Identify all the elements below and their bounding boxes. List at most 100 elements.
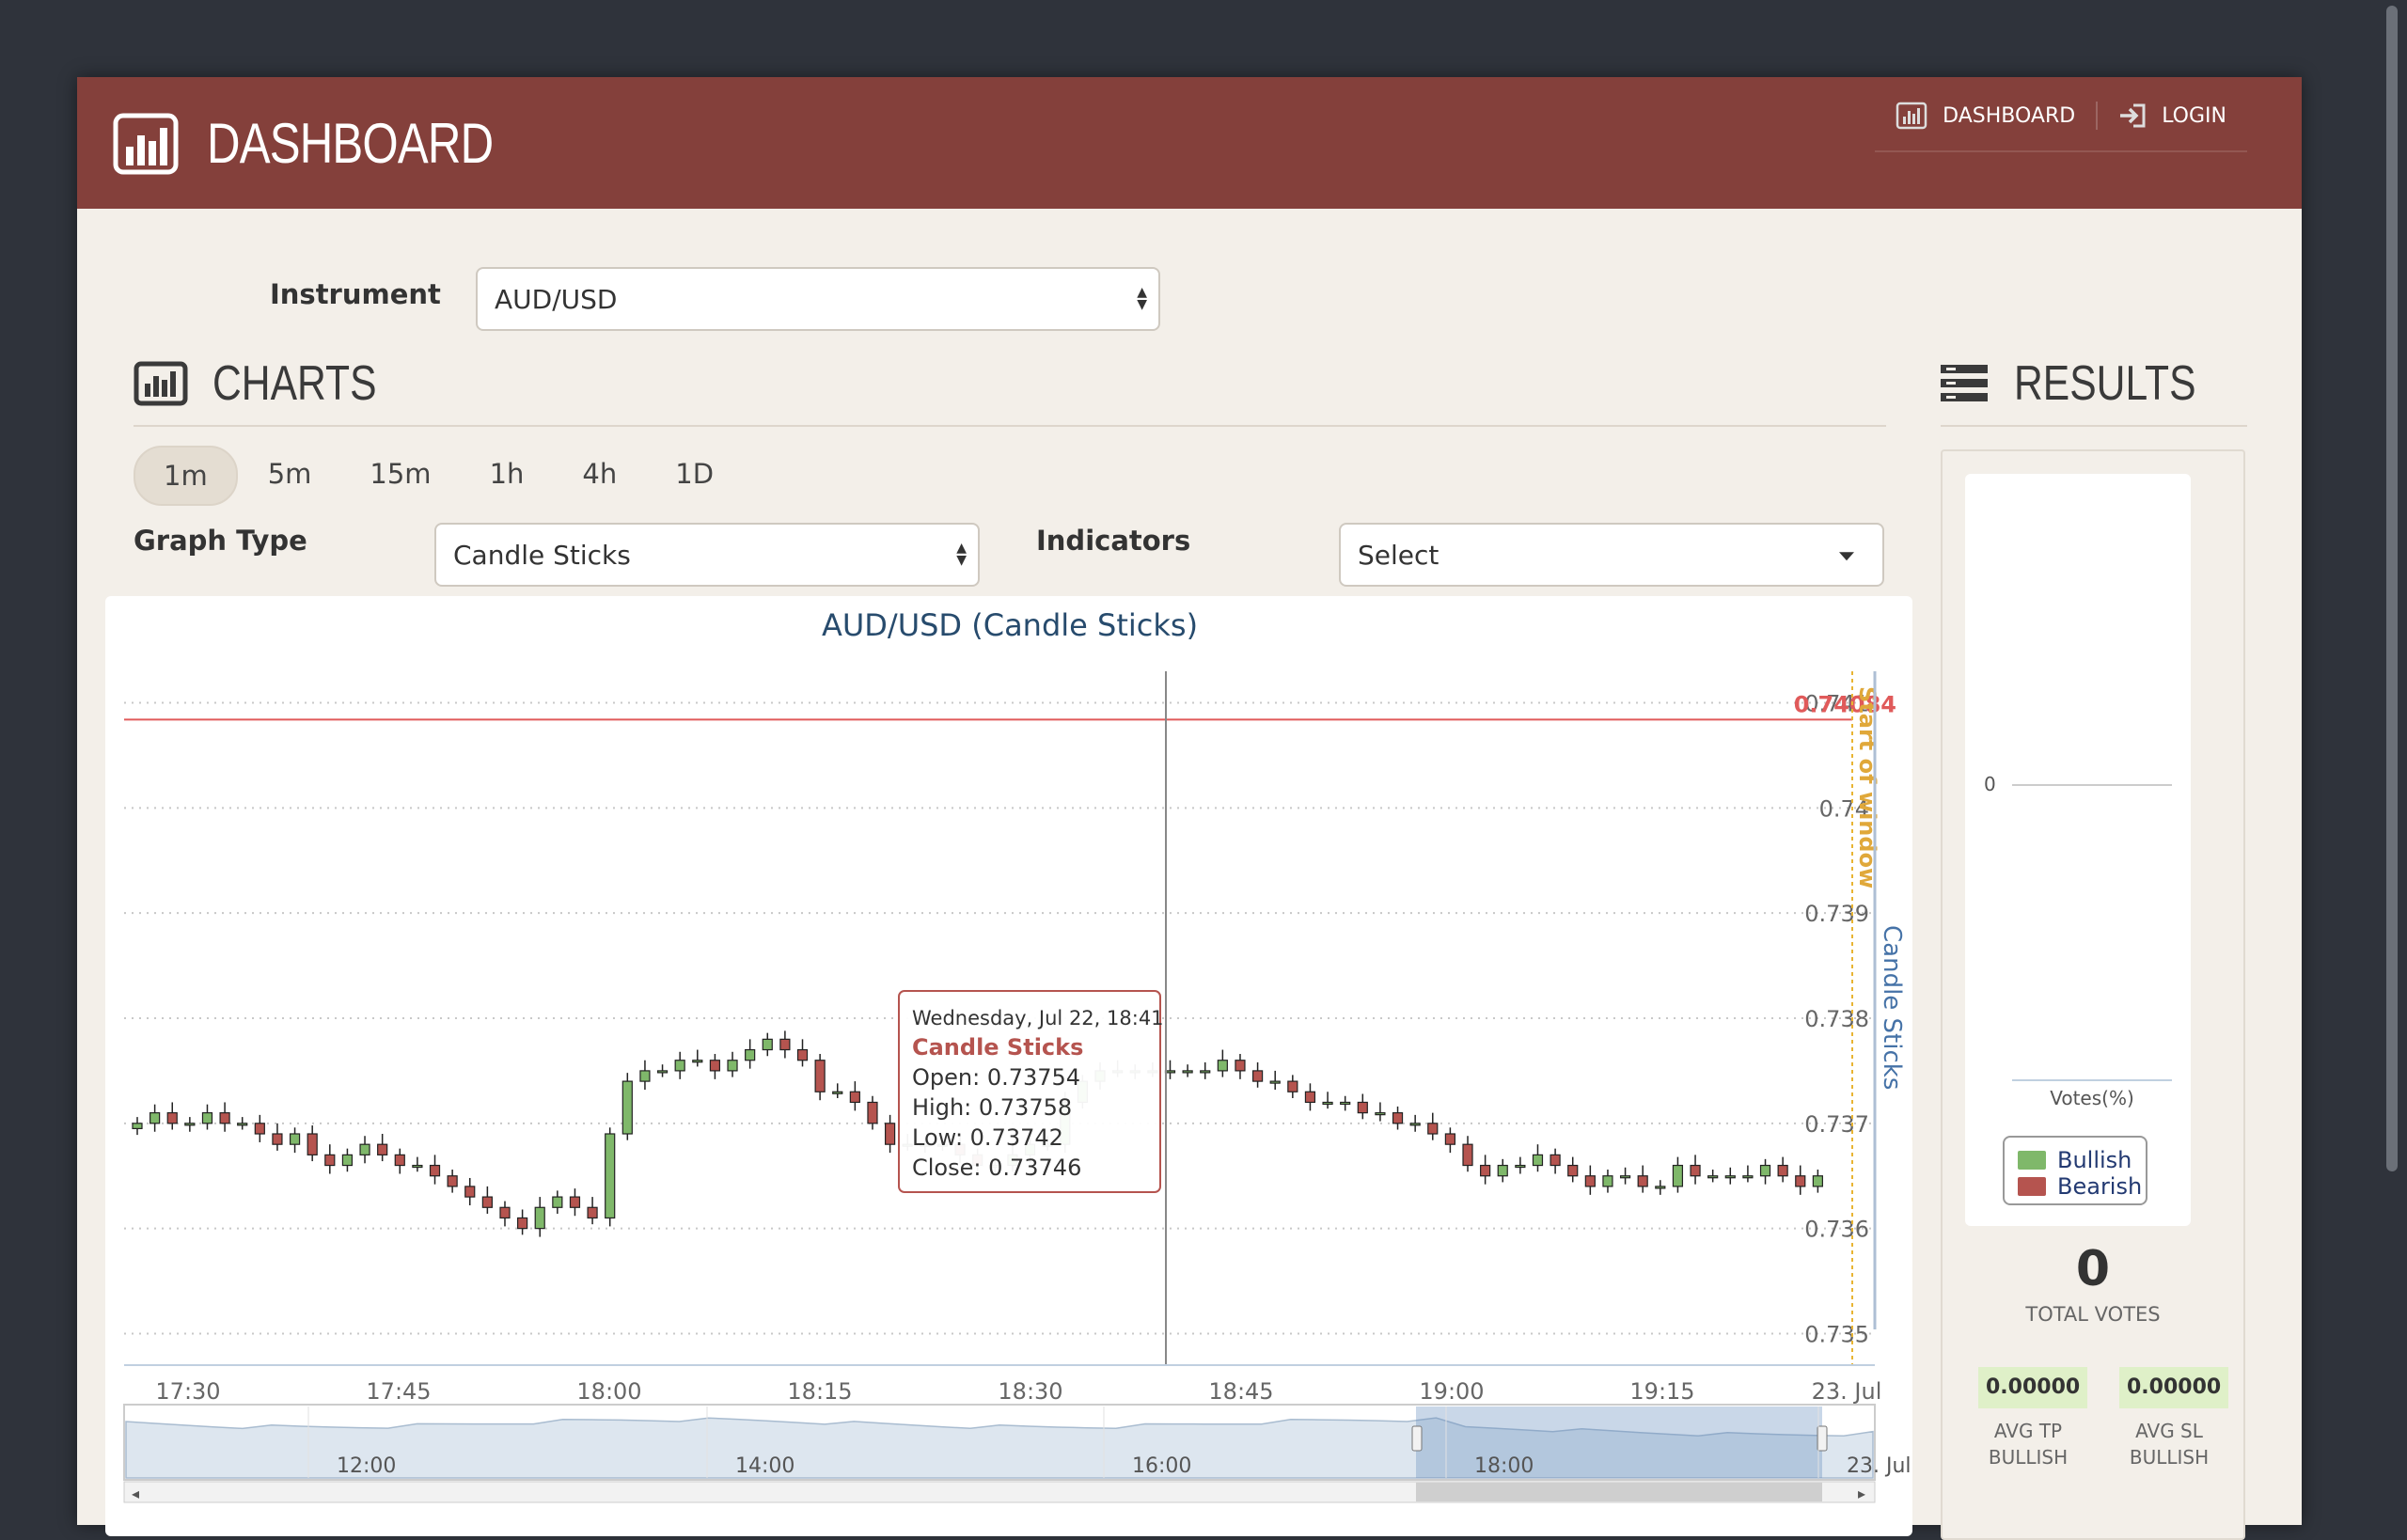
- candle[interactable]: [867, 1101, 878, 1124]
- nav-dashboard[interactable]: DASHBOARD: [1875, 102, 2096, 130]
- legend-item-bearish[interactable]: Bearish: [2018, 1173, 2146, 1200]
- tab-timeframe-15m[interactable]: 15m: [370, 458, 432, 490]
- candle[interactable]: [656, 1070, 669, 1074]
- candle[interactable]: [307, 1133, 318, 1155]
- candle[interactable]: [1619, 1175, 1631, 1179]
- candle[interactable]: [727, 1060, 738, 1072]
- candle[interactable]: [639, 1070, 651, 1082]
- candle[interactable]: [1812, 1175, 1823, 1187]
- candle[interactable]: [1515, 1164, 1526, 1169]
- candle[interactable]: [1497, 1164, 1508, 1177]
- candle[interactable]: [377, 1143, 388, 1155]
- candle[interactable]: [1567, 1164, 1579, 1177]
- candle[interactable]: [884, 1123, 896, 1145]
- candle[interactable]: [762, 1038, 773, 1051]
- candle[interactable]: [219, 1112, 230, 1124]
- nav-login[interactable]: LOGIN: [2098, 102, 2247, 129]
- candle[interactable]: [254, 1123, 265, 1135]
- candle[interactable]: [1235, 1060, 1246, 1072]
- candle[interactable]: [1584, 1175, 1596, 1187]
- candle[interactable]: [1532, 1154, 1544, 1167]
- candle[interactable]: [481, 1196, 493, 1208]
- candle[interactable]: [1777, 1164, 1788, 1177]
- candle[interactable]: [1200, 1070, 1211, 1074]
- candle[interactable]: [779, 1038, 791, 1051]
- brand[interactable]: DASHBOARD: [113, 111, 556, 176]
- tab-timeframe-5m[interactable]: 5m: [267, 458, 312, 490]
- candle[interactable]: [1304, 1091, 1316, 1104]
- navigator-right-handle[interactable]: [1817, 1425, 1828, 1452]
- candle[interactable]: [517, 1217, 528, 1230]
- candle[interactable]: [1269, 1080, 1281, 1084]
- page-scrollbar-thumb[interactable]: [2386, 6, 2398, 1171]
- candle[interactable]: [814, 1060, 826, 1092]
- candle[interactable]: [1392, 1112, 1404, 1124]
- candle[interactable]: [621, 1080, 633, 1135]
- candle[interactable]: [552, 1196, 563, 1208]
- candle[interactable]: [1707, 1175, 1719, 1179]
- tab-timeframe-4h[interactable]: 4h: [582, 458, 618, 490]
- candle[interactable]: [464, 1186, 476, 1198]
- navigator-scrollbar-thumb[interactable]: [1416, 1483, 1822, 1501]
- candle[interactable]: [587, 1206, 598, 1219]
- candle[interactable]: [709, 1060, 721, 1072]
- candle[interactable]: [1637, 1175, 1648, 1187]
- navigator[interactable]: 12:00 14:00 16:00 18:00 23. Jul ◂ ▸: [123, 1404, 1911, 1503]
- candle[interactable]: [1444, 1133, 1455, 1145]
- candle[interactable]: [429, 1164, 441, 1177]
- candle[interactable]: [1602, 1175, 1613, 1187]
- candle[interactable]: [849, 1091, 860, 1104]
- candle[interactable]: [394, 1154, 405, 1167]
- candle[interactable]: [1655, 1186, 1666, 1189]
- candle[interactable]: [412, 1164, 423, 1169]
- candle[interactable]: [447, 1175, 458, 1187]
- tab-timeframe-1m[interactable]: 1m: [134, 446, 238, 506]
- candle[interactable]: [1759, 1164, 1771, 1177]
- candle[interactable]: [569, 1196, 581, 1208]
- page-scrollbar[interactable]: [2379, 0, 2407, 1504]
- graph-type-select[interactable]: Candle Sticks ▲ ▼: [434, 523, 980, 587]
- candle[interactable]: [674, 1060, 685, 1072]
- candle[interactable]: [132, 1123, 143, 1130]
- candle[interactable]: [499, 1206, 511, 1219]
- scroll-left-icon[interactable]: ◂: [132, 1485, 139, 1502]
- candle[interactable]: [1251, 1070, 1264, 1082]
- tab-timeframe-1d[interactable]: 1D: [675, 458, 715, 490]
- candle[interactable]: [534, 1206, 545, 1230]
- candle[interactable]: [1672, 1164, 1684, 1187]
- candle[interactable]: [324, 1154, 336, 1167]
- candle[interactable]: [605, 1133, 616, 1219]
- candle[interactable]: [1427, 1123, 1439, 1135]
- candle[interactable]: [1182, 1070, 1193, 1074]
- tab-timeframe-1h[interactable]: 1h: [489, 458, 525, 490]
- candle[interactable]: [1340, 1101, 1351, 1106]
- candle[interactable]: [166, 1112, 178, 1124]
- candle[interactable]: [289, 1133, 301, 1145]
- indicators-select[interactable]: Select: [1339, 523, 1884, 587]
- candle[interactable]: [1690, 1164, 1701, 1177]
- candle[interactable]: [1322, 1101, 1333, 1106]
- candle[interactable]: [1375, 1112, 1386, 1116]
- scroll-right-icon[interactable]: ▸: [1858, 1485, 1865, 1502]
- candle[interactable]: [201, 1112, 213, 1124]
- legend-item-bullish[interactable]: Bullish: [2018, 1147, 2146, 1173]
- candlestick-chart[interactable]: AUD/USD (Candle Sticks) 0.735 0.736 0.737 0…: [105, 596, 1912, 1536]
- navigator-selected-range[interactable]: [1416, 1406, 1822, 1478]
- candle[interactable]: [832, 1091, 843, 1094]
- candle[interactable]: [237, 1123, 248, 1126]
- candle[interactable]: [745, 1048, 756, 1061]
- candle[interactable]: [1480, 1164, 1491, 1177]
- candle[interactable]: [1409, 1123, 1421, 1126]
- candle[interactable]: [1217, 1060, 1228, 1072]
- candle[interactable]: [796, 1048, 809, 1061]
- instrument-select[interactable]: AUD/USD ▲ ▼: [476, 267, 1160, 331]
- candle[interactable]: [1462, 1143, 1473, 1167]
- candle[interactable]: [1287, 1080, 1298, 1092]
- candle[interactable]: [184, 1123, 196, 1126]
- candle[interactable]: [1742, 1175, 1754, 1179]
- navigator-left-handle[interactable]: [1411, 1425, 1423, 1452]
- candle[interactable]: [359, 1143, 370, 1155]
- candle[interactable]: [1724, 1175, 1736, 1179]
- candle[interactable]: [341, 1154, 354, 1167]
- candle[interactable]: [272, 1133, 283, 1145]
